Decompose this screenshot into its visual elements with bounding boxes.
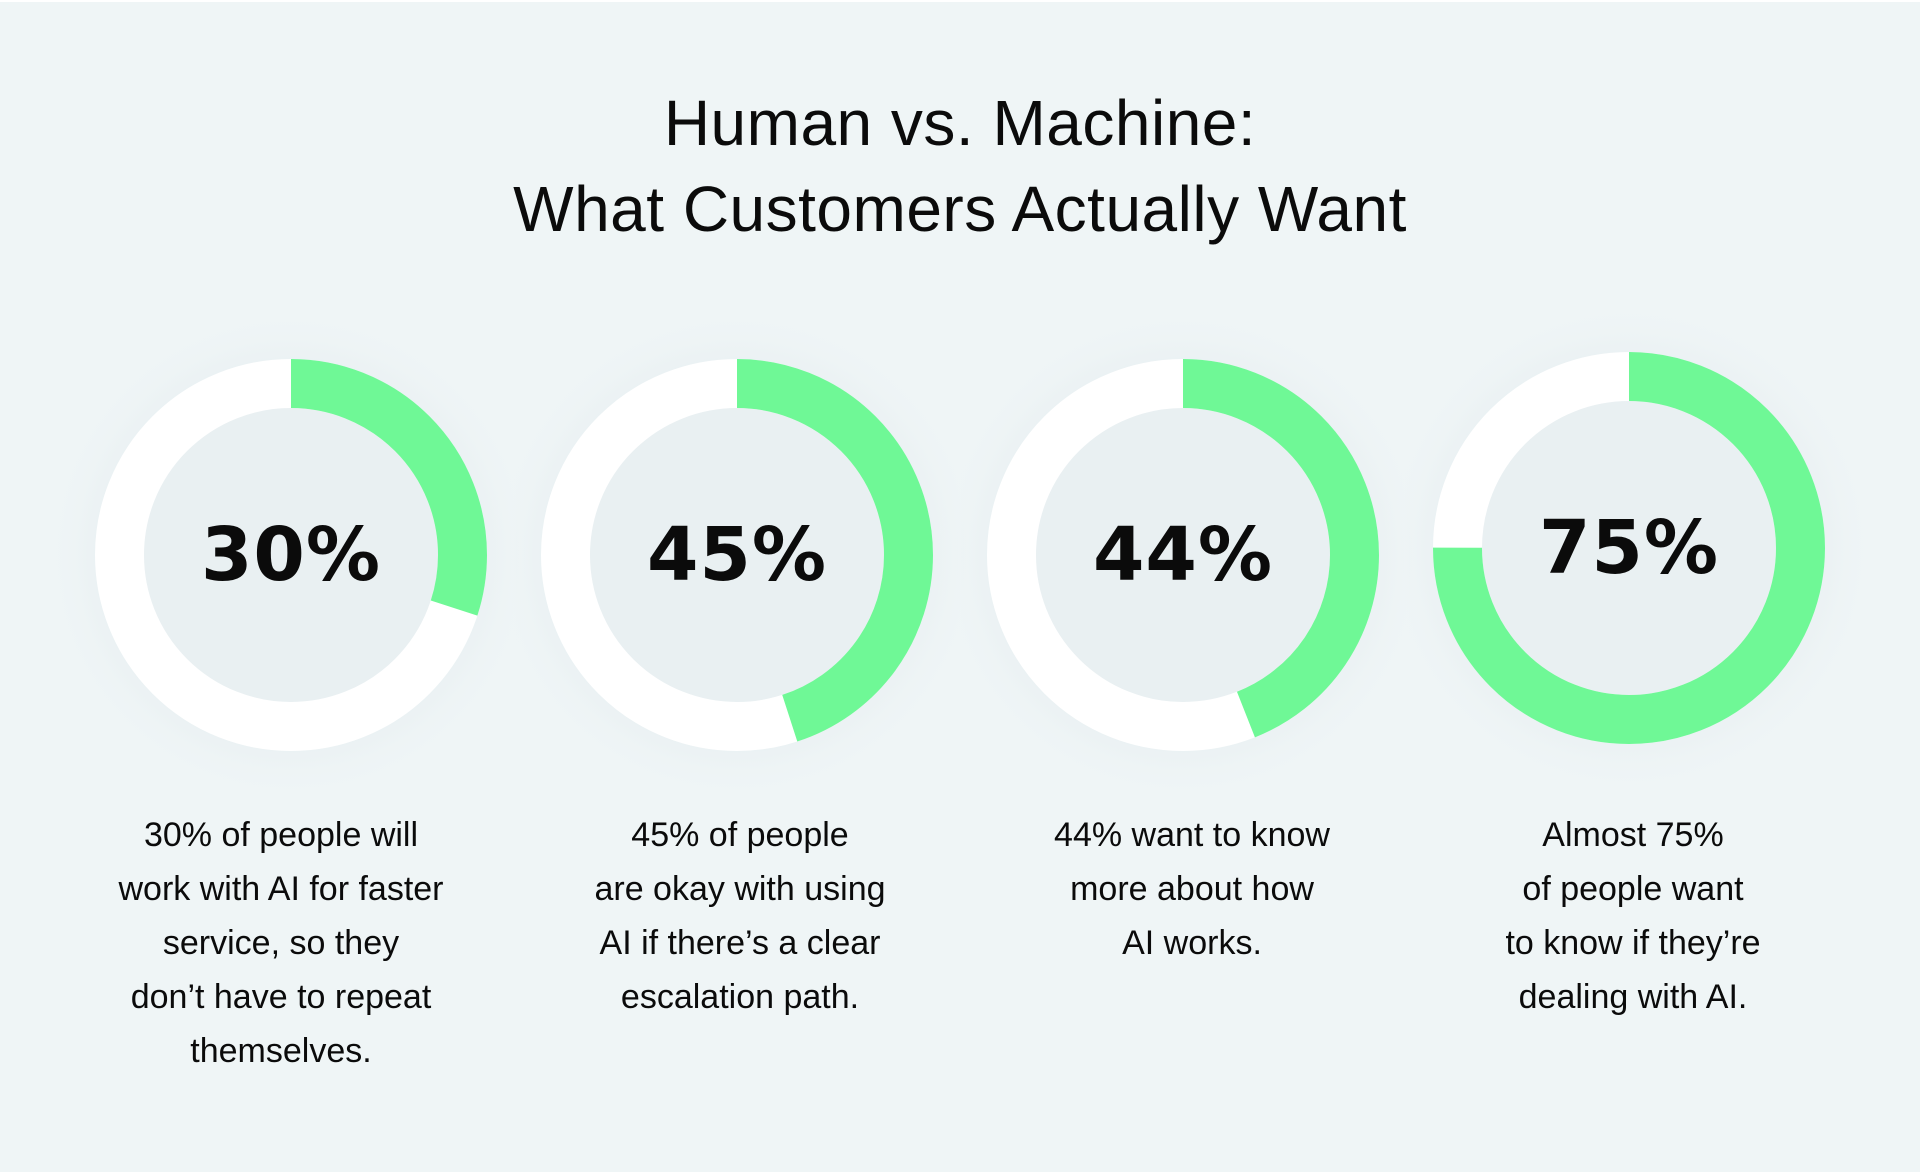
donut-chart-4: 75% bbox=[1379, 298, 1879, 798]
page-title: Human vs. Machine: What Customers Actual… bbox=[0, 80, 1920, 252]
caption-4: Almost 75% of people want to know if the… bbox=[1413, 808, 1853, 1024]
title-line-2: What Customers Actually Want bbox=[513, 173, 1407, 245]
caption-line: of people want bbox=[1522, 870, 1744, 908]
donut-chart-3: 44% bbox=[933, 305, 1433, 805]
caption-line: service, so they bbox=[162, 924, 400, 962]
caption-line: don’t have to repeat bbox=[130, 978, 432, 1016]
caption-2: 45% of people are okay with using AI if … bbox=[520, 808, 960, 1024]
donut-value: 75% bbox=[1538, 505, 1720, 591]
caption-3: 44% want to know more about how AI works… bbox=[972, 808, 1412, 970]
donut-progress-arc bbox=[1433, 352, 1825, 744]
donut-ring bbox=[43, 307, 539, 803]
caption-line: Almost 75% bbox=[1542, 816, 1724, 854]
caption-1: 30% of people will work with AI for fast… bbox=[61, 808, 501, 1078]
donut-progress-arc bbox=[95, 359, 487, 751]
caption-line: dealing with AI. bbox=[1518, 978, 1748, 1016]
caption-line: themselves. bbox=[190, 1032, 372, 1070]
donut-progress-arc bbox=[987, 359, 1379, 751]
donut-progress-arc bbox=[541, 359, 933, 751]
caption-line: escalation path. bbox=[620, 978, 860, 1016]
caption-line: 44% want to know bbox=[1054, 816, 1330, 854]
caption-line: more about how bbox=[1070, 870, 1314, 908]
donut-ring bbox=[1381, 300, 1877, 796]
donut-value: 44% bbox=[1092, 512, 1274, 598]
donut-value: 30% bbox=[200, 512, 382, 598]
donut-chart-2: 45% bbox=[487, 305, 987, 805]
donut-ring bbox=[935, 307, 1431, 803]
caption-line: AI if there’s a clear bbox=[599, 924, 881, 962]
caption-line: are okay with using bbox=[594, 870, 886, 908]
caption-line: AI works. bbox=[1122, 924, 1262, 962]
caption-line: work with AI for faster bbox=[118, 870, 444, 908]
donut-value: 45% bbox=[646, 512, 828, 598]
donut-chart-1: 30% bbox=[41, 305, 541, 805]
donut-ring bbox=[489, 307, 985, 803]
caption-line: 45% of people bbox=[631, 816, 849, 854]
top-border bbox=[0, 0, 1920, 2]
title-line-1: Human vs. Machine: bbox=[663, 87, 1257, 159]
caption-line: to know if they’re bbox=[1505, 924, 1761, 962]
caption-line: 30% of people will bbox=[143, 816, 419, 854]
